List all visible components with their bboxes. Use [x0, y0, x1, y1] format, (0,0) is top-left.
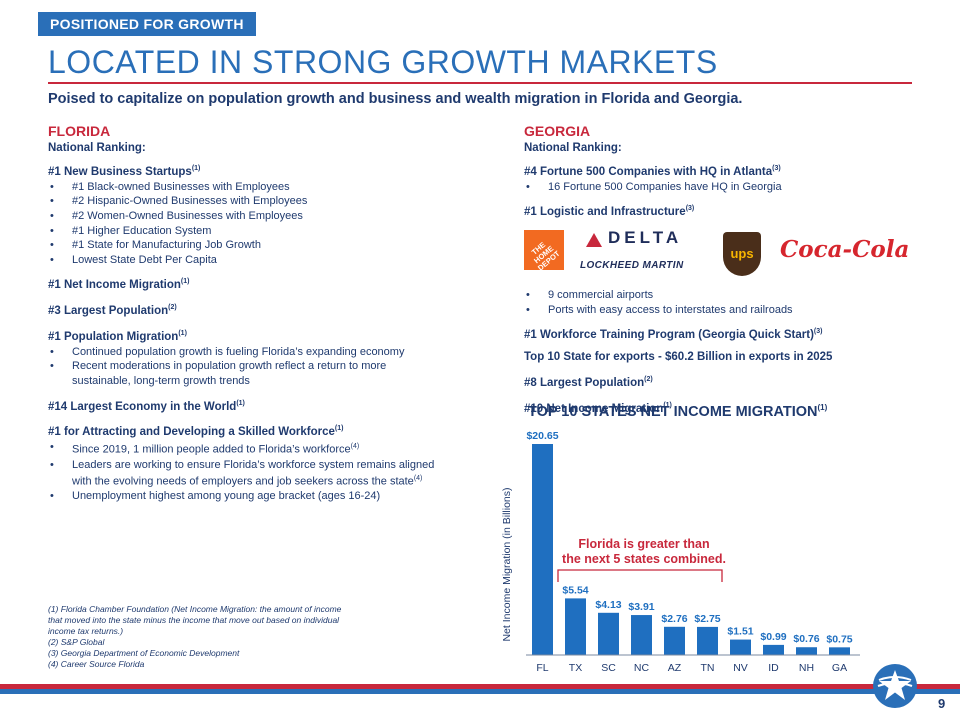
tick-label-nc: NC	[634, 662, 650, 674]
georgia-ranking-label: National Ranking:	[524, 142, 622, 154]
page-title: LOCATED IN STRONG GROWTH MARKETS	[48, 44, 718, 80]
bar-tn	[697, 626, 718, 655]
tick-label-az: AZ	[668, 662, 682, 674]
list-item: #1 Higher Education System	[48, 224, 468, 239]
florida-heading-population: #3 Largest Population(2)	[48, 304, 177, 318]
tick-label-tn: TN	[701, 662, 715, 674]
list-item: Ports with easy access to interstates an…	[524, 303, 904, 318]
data-label-nc: $3.91	[628, 601, 654, 613]
data-label-sc: $4.13	[595, 599, 621, 611]
footnotes: (1) Florida Chamber Foundation (Net Inco…	[48, 604, 348, 670]
bar-ga	[829, 647, 850, 655]
annotation-text: Florida is greater than the next 5 states…	[562, 537, 726, 566]
footnote-3: (3) Georgia Department of Economic Devel…	[48, 648, 240, 658]
list-item: Since 2019, 1 million people added to Fl…	[48, 440, 468, 457]
tick-label-fl: FL	[536, 662, 548, 674]
tick-label-sc: SC	[601, 662, 616, 674]
florida-title: FLORIDA	[48, 123, 111, 139]
list-item: Lowest State Debt Per Capita	[48, 253, 468, 268]
footnote-1: (1) Florida Chamber Foundation (Net Inco…	[48, 604, 342, 636]
delta-logo: DELTA	[608, 228, 683, 248]
data-label-az: $2.76	[661, 613, 687, 625]
tick-label-ga: GA	[832, 662, 847, 674]
tick-label-tx: TX	[569, 662, 582, 674]
florida-heading-workforce: #1 for Attracting and Developing a Skill…	[48, 425, 344, 439]
annotation-bracket	[557, 569, 723, 582]
page-subtitle: Poised to capitalize on population growt…	[48, 91, 743, 107]
chart-title: TOP 10 STATES NET INCOME MIGRATION(1)	[528, 403, 828, 420]
georgia-heading-fortune500: #4 Fortune 500 Companies with HQ in Atla…	[524, 165, 781, 178]
footnote-2: (2) S&P Global	[48, 637, 105, 647]
tick-label-nv: NV	[733, 662, 748, 674]
company-logos: THE HOME DEPOT DELTA LOCKHEED MARTIN ups…	[524, 224, 909, 286]
georgia-heading-population: #8 Largest Population(2)	[524, 376, 653, 390]
bar-nc	[631, 615, 652, 655]
florida-column: FLORIDA National Ranking: #1 New Busines…	[48, 123, 468, 504]
footnote-4: (4) Career Source Florida	[48, 659, 145, 669]
bar-fl	[532, 444, 553, 655]
list-item: Continued population growth is fueling F…	[48, 345, 468, 360]
data-label-nh: $0.76	[793, 633, 819, 645]
georgia-heading-income-migration: #10 Net Income Migration(1)	[524, 402, 672, 415]
ups-logo: ups	[723, 232, 761, 277]
bar-id	[763, 644, 784, 655]
data-label-ga: $0.75	[826, 633, 852, 645]
data-label-nv: $1.51	[727, 626, 753, 638]
list-item: Unemployment highest among young age bra…	[48, 489, 468, 504]
footer-stripe-blue	[0, 689, 960, 694]
florida-heading-startups: #1 New Business Startups(1)	[48, 165, 201, 178]
list-item: #1 State for Manufacturing Job Growth	[48, 238, 468, 253]
list-item: Recent moderations in population growth …	[48, 359, 408, 388]
delta-widget-icon	[586, 233, 602, 248]
florida-heading-population-migration: #1 Population Migration(1)	[48, 330, 187, 343]
list-item: #1 Black-owned Businesses with Employees	[48, 180, 468, 195]
list-item: Leaders are working to ensure Florida’s …	[48, 458, 443, 490]
bar-nh	[796, 647, 817, 655]
bar-nv	[730, 639, 751, 655]
florida-heading-economy: #14 Largest Economy in the World(1)	[48, 399, 245, 413]
georgia-heading-workforce-training: #1 Workforce Training Program (Georgia Q…	[524, 328, 823, 342]
florida-ranking-label: National Ranking:	[48, 142, 146, 154]
data-label-fl: $20.65	[526, 430, 558, 442]
bar-az	[664, 626, 685, 655]
title-divider	[48, 82, 912, 84]
georgia-title: GEORGIA	[524, 123, 591, 139]
bar-sc	[598, 612, 619, 655]
lockheed-martin-logo: LOCKHEED MARTIN	[580, 260, 684, 272]
coca-cola-logo: Coca-Cola	[780, 236, 910, 264]
list-item: 16 Fortune 500 Companies have HQ in Geor…	[524, 180, 904, 195]
y-axis-label: Net Income Migration (in Billions)	[501, 487, 513, 641]
data-label-id: $0.99	[760, 631, 786, 643]
georgia-heading-exports: Top 10 State for exports - $60.2 Billion…	[524, 351, 833, 364]
data-label-tn: $2.75	[694, 613, 720, 625]
tick-label-nh: NH	[799, 662, 814, 674]
bar-tx	[565, 598, 586, 655]
section-tag: POSITIONED FOR GROWTH	[38, 12, 256, 36]
page-number: 9	[938, 696, 946, 711]
georgia-column: GEORGIA National Ranking: #4 Fortune 500…	[524, 123, 909, 417]
list-item: #2 Hispanic-Owned Businesses with Employ…	[48, 194, 468, 209]
footer-stripe-red	[0, 684, 960, 689]
georgia-heading-logistics: #1 Logistic and Infrastructure(3)	[524, 205, 695, 219]
data-label-tx: $5.54	[562, 584, 588, 596]
list-item: 9 commercial airports	[524, 288, 904, 303]
income-migration-bar-chart: $20.65 FL $5.54 TX $4.13 SC $3.91 NC $2.76 AZ $2.7…	[501, 430, 860, 674]
tick-label-id: ID	[768, 662, 779, 674]
list-item: #2 Women-Owned Businesses with Employees	[48, 209, 468, 224]
home-depot-logo: THE HOME DEPOT	[524, 230, 564, 273]
star-emblem-icon	[873, 664, 917, 708]
florida-heading-income-migration: #1 Net Income Migration(1)	[48, 278, 190, 292]
